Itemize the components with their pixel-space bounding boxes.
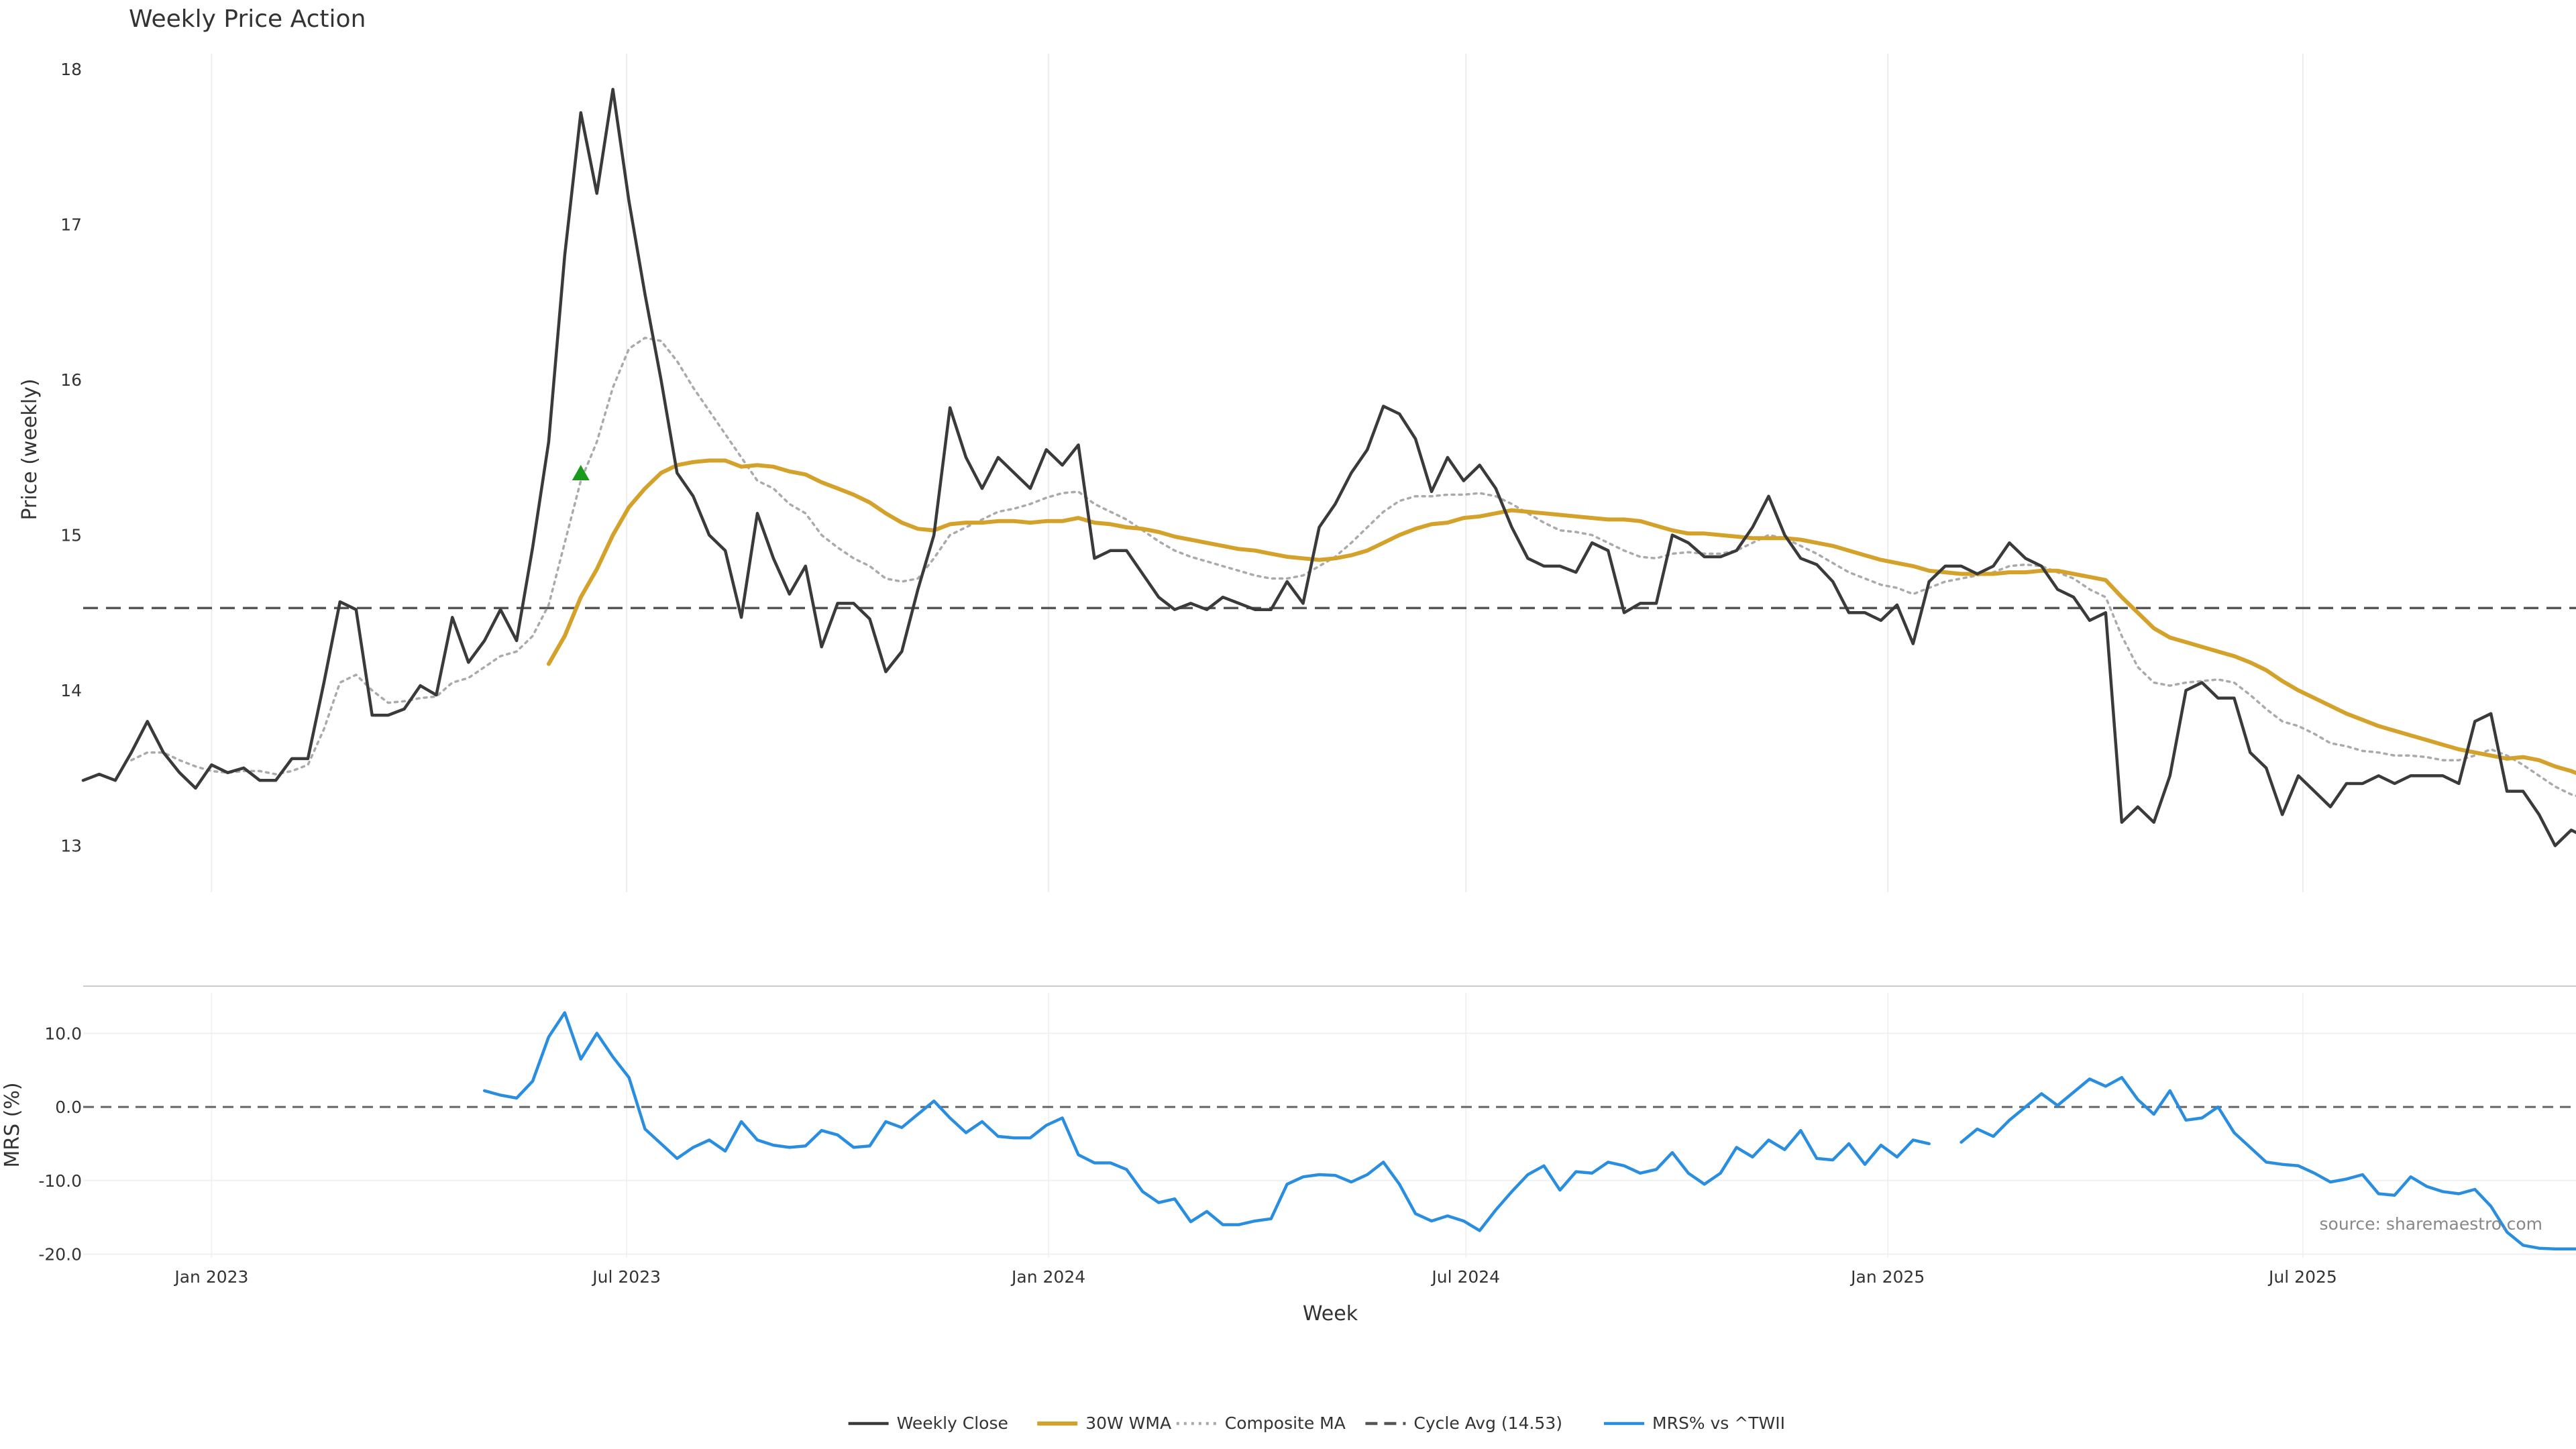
price-y-tick-label: 17 — [60, 215, 82, 235]
mrs-line — [1960, 1075, 2576, 1251]
grid-layer — [83, 54, 2576, 1258]
mrs-y-ticks: 10.0 0.0 -10.0 -20.0 — [38, 1024, 82, 1264]
mrs-series-lines — [482, 1011, 2576, 1251]
mrs-panel: MRS (%) 10.0 0.0 -10.0 -20.0 source: sharem… — [1, 1011, 2576, 1265]
mrs-y-tick-label: -10.0 — [38, 1171, 82, 1191]
legend-entry: Weekly Close — [848, 1413, 1008, 1433]
price-y-tick-label: 16 — [60, 370, 82, 390]
weekly-close-line — [81, 87, 2576, 847]
price-y-tick-label: 15 — [60, 526, 82, 545]
price-y-axis-label: Price (weekly) — [18, 378, 42, 520]
legend-entry: Cycle Avg (14.53) — [1365, 1413, 1562, 1433]
price-panel: Price (weekly) 13 14 15 16 17 18 — [18, 60, 2576, 856]
price-y-tick-label: 14 — [60, 681, 82, 700]
composite-ma-line — [130, 336, 2576, 798]
price-y-tick-label: 18 — [60, 60, 82, 79]
price-y-ticks: 13 14 15 16 17 18 — [60, 60, 82, 855]
mrs-y-tick-label: 10.0 — [44, 1024, 82, 1043]
legend-label: 30W WMA — [1085, 1413, 1171, 1433]
buy-signal-marker — [572, 465, 590, 480]
30w-wma-line — [546, 458, 2576, 775]
x-tick-label: Jul 2023 — [591, 1267, 661, 1287]
legend-entry: 30W WMA — [1037, 1413, 1171, 1433]
legend-label: Cycle Avg (14.53) — [1413, 1413, 1562, 1433]
signal-layer — [572, 465, 590, 480]
x-tick-label: Jan 2024 — [1010, 1267, 1085, 1287]
x-tick-label: Jan 2025 — [1849, 1267, 1925, 1287]
chart-title: Weekly Price Action — [129, 5, 366, 33]
legend-label: Composite MA — [1225, 1413, 1346, 1433]
mrs-y-tick-label: 0.0 — [55, 1097, 82, 1117]
mrs-line — [482, 1011, 1931, 1232]
mrs-y-axis-label: MRS (%) — [1, 1082, 24, 1167]
mrs-y-tick-label: -20.0 — [38, 1245, 82, 1265]
x-tick-label: Jul 2025 — [2267, 1267, 2337, 1287]
x-axis-ticks: Jan 2023 Jul 2023 Jan 2024 Jul 2024 Jan 2025… — [173, 1267, 2337, 1287]
legend-label: Weekly Close — [897, 1413, 1008, 1433]
legend: Weekly Close 30W WMA Composite MA Cycle Avg… — [848, 1413, 1785, 1433]
legend-entry: Composite MA — [1176, 1413, 1346, 1433]
x-tick-label: Jan 2023 — [173, 1267, 248, 1287]
legend-entry: MRS% vs ^TWII — [1604, 1413, 1785, 1433]
legend-label: MRS% vs ^TWII — [1652, 1413, 1785, 1433]
x-tick-label: Jul 2024 — [1430, 1267, 1500, 1287]
price-series-lines — [81, 87, 2576, 847]
source-credit: source: sharemaestro.com — [2320, 1214, 2543, 1234]
price-y-tick-label: 13 — [60, 837, 82, 856]
x-axis-label: Week — [1303, 1302, 1358, 1326]
